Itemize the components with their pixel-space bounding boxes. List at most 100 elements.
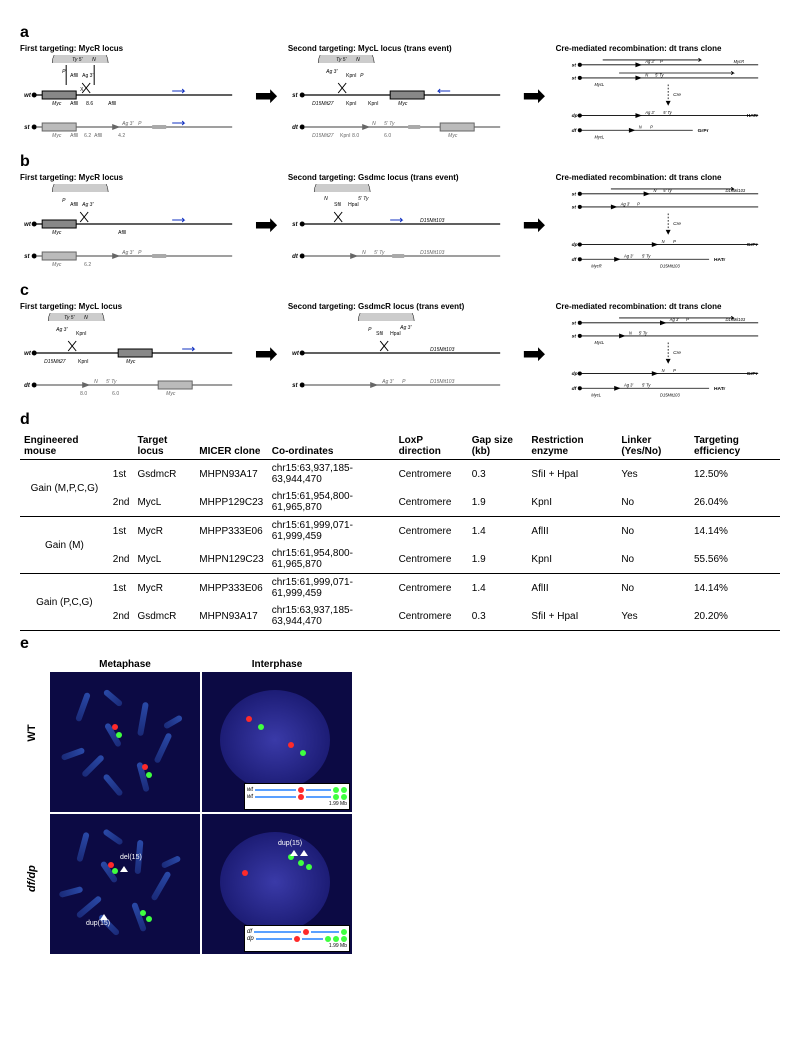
svg-text:N: N	[661, 368, 664, 373]
svg-text:5' Ty: 5' Ty	[358, 196, 369, 202]
svg-text:Sfil: Sfil	[334, 202, 341, 208]
svg-text:GrPr: GrPr	[746, 242, 757, 248]
cell-coord: chr15:61,999,071-61,999,459	[268, 574, 395, 603]
panel-c-step1: First targeting: MycL locus Ty 5' N Ag 3…	[20, 302, 244, 405]
svg-text:Myc: Myc	[52, 230, 62, 236]
panel-a-step2: Second targeting: MycL locus (trans even…	[288, 44, 512, 147]
panel-b-step3-title: Cre-mediated recombination: dt trans clo…	[556, 173, 780, 182]
svg-text:N: N	[84, 315, 88, 321]
svg-text:P: P	[138, 121, 142, 127]
panel-a-label: a	[20, 24, 780, 42]
cell-coord: chr15:61,954,800-61,965,870	[268, 488, 395, 517]
panel-b-step1-title: First targeting: MycR locus	[20, 173, 244, 182]
col-metaphase: Metaphase	[50, 659, 200, 670]
svg-text:N: N	[362, 250, 366, 256]
svg-text:wt: wt	[24, 93, 32, 99]
panel-b-step2-title: Second targeting: Gsdmc locus (trans eve…	[288, 173, 512, 182]
panel-c-step1-title: First targeting: MycL locus	[20, 302, 244, 311]
th-ord	[109, 433, 134, 460]
cell-linker: No	[617, 545, 690, 574]
svg-text:MycL: MycL	[591, 392, 601, 397]
panel-a-step3-svg: st Ag 3' P MycR st MycL N 5' Ty Cre dp A…	[556, 55, 780, 145]
svg-text:Ag 3': Ag 3'	[623, 254, 633, 259]
svg-text:Ty 5': Ty 5'	[72, 57, 83, 63]
svg-text:df: df	[571, 257, 577, 263]
cell-linker: No	[617, 488, 690, 517]
arrow-icon: ➡	[252, 79, 279, 112]
cell-ord: 2nd	[109, 488, 134, 517]
panel-a-step3-title: Cre-mediated recombination: dt trans clo…	[556, 44, 780, 53]
svg-text:D15Mit103: D15Mit103	[430, 347, 454, 353]
svg-text:N: N	[356, 57, 360, 63]
cell-ord: 2nd	[109, 545, 134, 574]
cell-enz: SfiI + HpaI	[527, 602, 617, 631]
svg-text:8.0: 8.0	[352, 133, 359, 139]
svg-text:GrPr: GrPr	[697, 128, 708, 134]
group-label: Gain (P,C,G)	[20, 574, 109, 631]
cell-eff: 12.50%	[690, 460, 780, 489]
svg-text:N: N	[629, 330, 632, 335]
svg-text:Ag 3': Ag 3'	[399, 325, 412, 331]
cell-gap: 1.4	[468, 574, 528, 603]
cell-ord: 1st	[109, 460, 134, 489]
inset-wt-lbl1: wt	[247, 787, 253, 793]
cell-coord: chr15:63,937,185-63,944,470	[268, 602, 395, 631]
svg-text:P: P	[650, 125, 653, 130]
cell-target: MycR	[133, 517, 195, 546]
fish-dfdp-interphase: dup(15) df dp 1.99 Mb	[202, 814, 352, 954]
svg-text:Aflll: Aflll	[70, 73, 78, 79]
panel-a-step2-svg: Ty 5' N Ag 3' KpnI P st D15Mit27 KpnI Kp…	[288, 55, 512, 145]
panel-c-step3-svg: st Ag 3' P D15Mit103 st MycL N 5' Ty Cre…	[556, 313, 780, 403]
panel-a-step1-svg: Ty 5' N P Aflll Ag 3' wt Myc Aflll Aflll…	[20, 55, 244, 145]
inset-scale-2: 1.99 Mb	[247, 943, 347, 949]
inset-dfdp: df dp 1.99 Mb	[244, 925, 350, 952]
svg-text:MycR: MycR	[591, 263, 601, 268]
panel-d-label: d	[20, 411, 780, 429]
svg-text:st: st	[571, 62, 576, 68]
svg-text:st: st	[292, 93, 298, 99]
svg-text:P: P	[62, 69, 66, 75]
arrow-icon: ➡	[252, 337, 279, 370]
panel-c-step2-svg: P Sfil HpaI Ag 3' wt D15Mit103 st Ag 3' …	[288, 313, 512, 403]
cell-eff: 26.04%	[690, 488, 780, 517]
cell-enz: SfiI + HpaI	[527, 460, 617, 489]
svg-text:X: X	[80, 87, 84, 93]
svg-text:st: st	[571, 76, 576, 82]
svg-text:dt: dt	[292, 125, 299, 131]
svg-text:N: N	[324, 196, 328, 202]
svg-text:P: P	[673, 239, 676, 244]
svg-text:Cre: Cre	[673, 92, 681, 98]
svg-text:Ag 3': Ag 3'	[644, 110, 654, 115]
cell-loxp: Centromere	[395, 460, 468, 489]
cell-micer: MHPN93A17	[195, 460, 267, 489]
table-d-head: Engineered mouse Target locus MICER clon…	[20, 433, 780, 460]
svg-text:KpnI: KpnI	[346, 73, 356, 79]
cell-target: GsdmcR	[133, 460, 195, 489]
table-row: Gain (M)1stMycRMHPP333E06chr15:61,999,07…	[20, 517, 780, 546]
svg-text:Myc: Myc	[52, 262, 62, 268]
cell-enz: KpnI	[527, 545, 617, 574]
cell-linker: No	[617, 517, 690, 546]
svg-text:HpaI: HpaI	[348, 202, 359, 208]
svg-text:Ty 5': Ty 5'	[64, 315, 75, 321]
svg-text:st: st	[571, 334, 576, 340]
svg-text:N: N	[661, 239, 664, 244]
cell-target: MycR	[133, 574, 195, 603]
svg-text:N: N	[92, 57, 96, 63]
svg-text:GrPr: GrPr	[746, 371, 757, 377]
dup15-label: dup(15)	[86, 920, 110, 927]
svg-text:D15Mit27: D15Mit27	[312, 101, 334, 107]
th-loxp: LoxP direction	[395, 433, 468, 460]
svg-text:D15Mit27: D15Mit27	[44, 359, 66, 365]
th-micer: MICER clone	[195, 433, 267, 460]
svg-text:Ag 3': Ag 3'	[121, 121, 134, 127]
svg-text:Aflll: Aflll	[94, 133, 102, 139]
svg-text:MycL: MycL	[594, 134, 604, 139]
svg-text:MycL: MycL	[594, 340, 604, 345]
svg-text:6.0: 6.0	[384, 133, 391, 139]
th-coord: Co-ordinates	[268, 433, 395, 460]
svg-text:N: N	[94, 379, 98, 385]
svg-text:P: P	[138, 250, 142, 256]
cell-target: GsdmcR	[133, 602, 195, 631]
svg-text:Ag 3': Ag 3'	[81, 202, 94, 208]
